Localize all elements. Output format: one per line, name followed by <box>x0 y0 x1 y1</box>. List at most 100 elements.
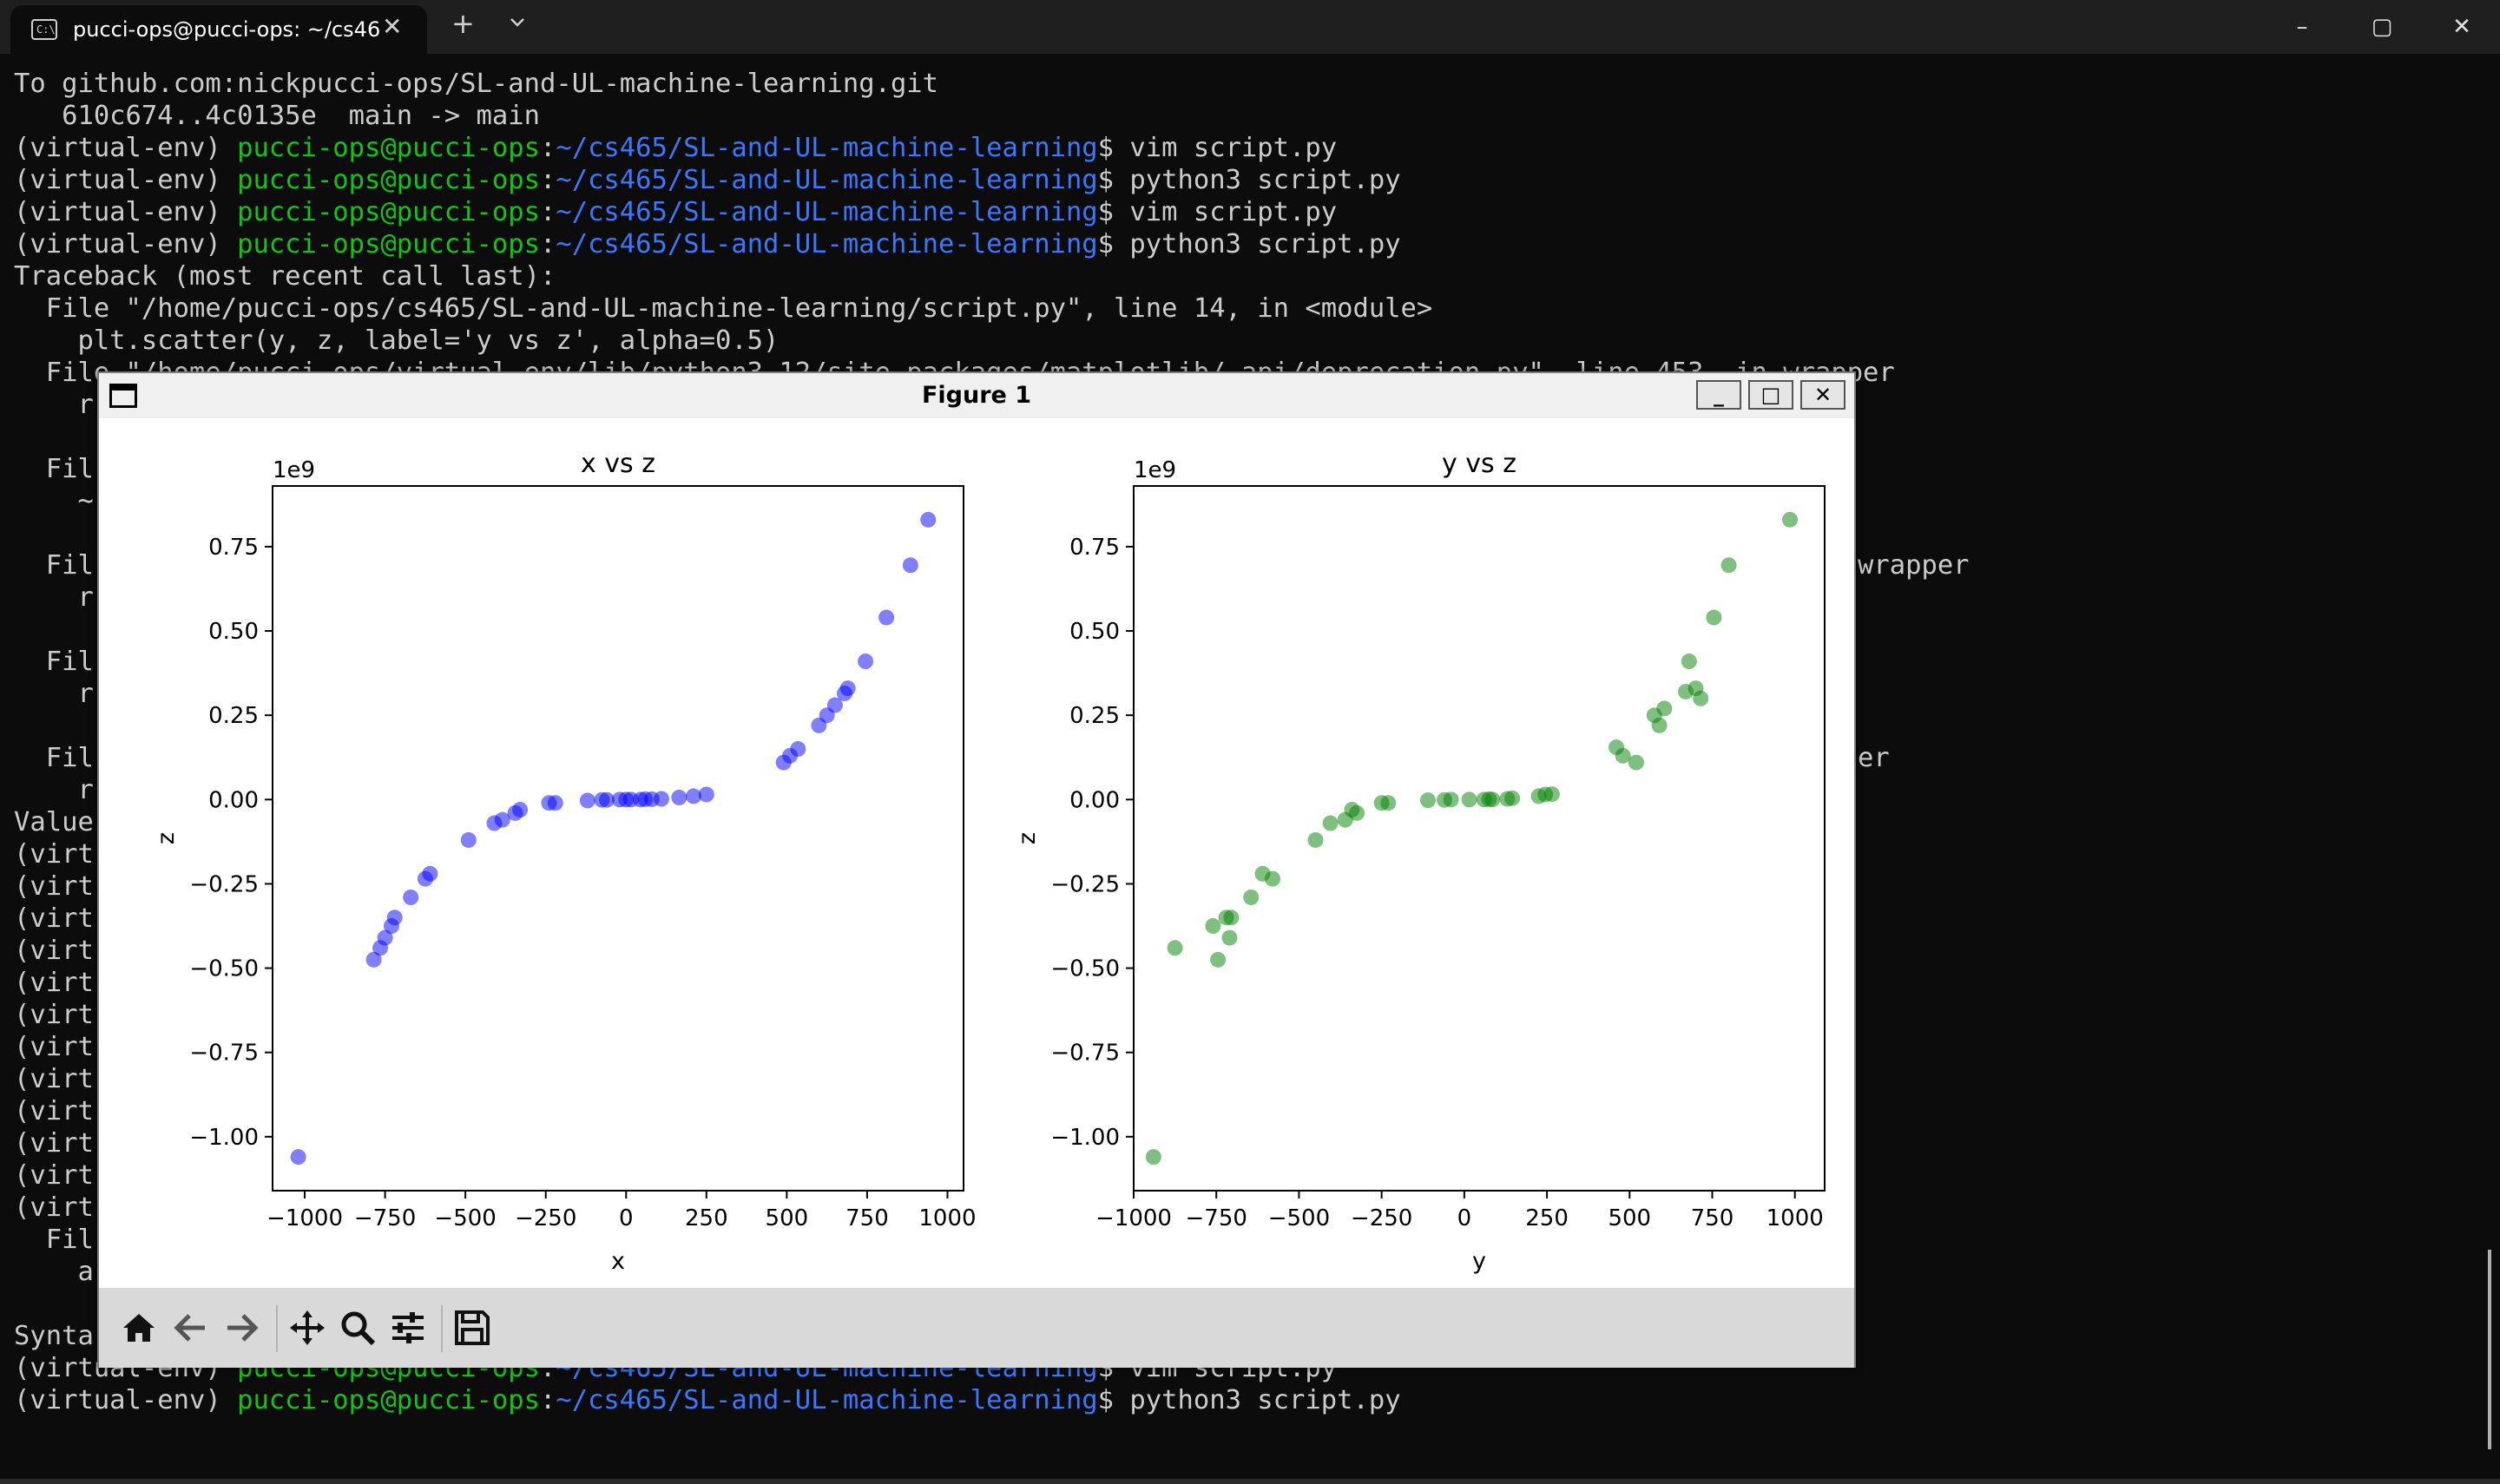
chart2-data-point <box>1243 889 1260 905</box>
chart1-data-point <box>902 557 918 574</box>
terminal-line: (virt <box>14 1192 94 1224</box>
home-icon[interactable] <box>120 1309 158 1347</box>
chart2-x-tick-label: 250 <box>1525 1205 1569 1231</box>
terminal-line: (virt <box>14 967 94 999</box>
chart1-y-tick-label: −0.75 <box>189 1041 259 1067</box>
terminal-text-tail: wrapper <box>1858 550 1970 581</box>
terminal-text: (virt <box>14 1192 94 1223</box>
tab-close-icon[interactable]: ✕ <box>382 12 403 41</box>
chart2-data-point <box>1210 951 1227 968</box>
terminal-scrollbar[interactable] <box>2488 1250 2491 1449</box>
terminal-text: To github.com:nickpucci-ops/SL-and-UL-ma… <box>14 69 939 99</box>
terminal-line: (virt <box>14 1159 94 1192</box>
chart2-x-tick-label: 750 <box>1691 1205 1734 1231</box>
terminal-text: (virt <box>14 1032 94 1062</box>
chart2-x-tick-label: 500 <box>1608 1205 1651 1231</box>
chart1-y-tick-label: −1.00 <box>189 1125 259 1151</box>
chart1-x-tick-label: 250 <box>685 1205 728 1231</box>
chart2-data-point <box>1264 870 1280 887</box>
terminal-line: (virt <box>14 838 94 870</box>
prompt-colon: : <box>539 165 556 195</box>
terminal-text: r <box>14 390 94 420</box>
chart2-y-axis-label: z <box>1014 832 1041 844</box>
prompt-env: (virtual-env) <box>14 197 238 227</box>
close-window-button[interactable]: ✕ <box>2452 14 2471 40</box>
terminal-text: Fil <box>14 454 94 484</box>
terminal-text: Fil <box>14 1225 94 1255</box>
chart1-data-point <box>826 697 843 713</box>
new-tab-button[interactable]: + <box>451 7 475 40</box>
chart2-y-tick-label: 0.50 <box>1069 619 1120 645</box>
terminal-line: File "/home/pucci-ops/cs465/SL-and-UL-ma… <box>14 292 1433 325</box>
chart1-y-tick-label: −0.25 <box>189 871 259 897</box>
prompt-colon: : <box>539 229 556 259</box>
terminal-text: (virt <box>14 1096 94 1126</box>
terminal-line: (virt <box>14 1063 94 1095</box>
configure-subplots-icon[interactable] <box>389 1309 427 1347</box>
chart1-x-axis-label: x <box>611 1248 625 1275</box>
chart1-x-tick-label: −1000 <box>266 1205 343 1231</box>
terminal-line: plt.scatter(y, z, label='y vs z', alpha=… <box>14 325 779 357</box>
chart2-title: y vs z <box>1442 449 1516 479</box>
prompt-env: (virtual-env) <box>14 229 238 259</box>
save-icon[interactable] <box>453 1309 491 1347</box>
scatter-plots[interactable]: −1000 −750 −500 −250 0 250 500 750 1000 0.75 0.50 0… <box>109 418 1845 1321</box>
chart1-data-point <box>579 792 595 809</box>
figure-canvas[interactable]: −1000 −750 −500 −250 0 250 500 750 1000 0.75 0.50 0… <box>109 418 1845 1321</box>
chart1-data-point <box>494 811 510 828</box>
terminal-line: (virtual-env) pucci-ops@pucci-ops:~/cs46… <box>14 1384 1401 1416</box>
chart2-data-point <box>1615 747 1631 764</box>
terminal-text: r <box>14 582 94 613</box>
terminal-text: (virt <box>14 1064 94 1094</box>
maximize-window-button[interactable]: ▢ <box>2371 14 2393 40</box>
chart2-data-point <box>1651 717 1668 733</box>
figure-minimize-button[interactable]: _ <box>1696 380 1741 410</box>
back-icon[interactable] <box>172 1309 210 1347</box>
terminal-line: (virtual-env) pucci-ops@pucci-ops:~/cs46… <box>14 228 1401 260</box>
chart1-data-point <box>422 865 438 882</box>
chart1-data-point <box>599 791 615 808</box>
pan-icon[interactable] <box>288 1309 326 1347</box>
prompt-user: pucci-ops@pucci-ops <box>237 1385 540 1415</box>
chart2-y-tick-label: −0.25 <box>1050 871 1120 897</box>
chart2-x-tick-label: −1000 <box>1095 1205 1172 1231</box>
terminal-line: (virtual-env) pucci-ops@pucci-ops:~/cs46… <box>14 132 1337 164</box>
terminal-line: To github.com:nickpucci-ops/SL-and-UL-ma… <box>14 68 938 100</box>
figure-close-button[interactable]: ✕ <box>1800 380 1845 410</box>
terminal-text: plt.scatter(y, z, label='y vs z', alpha=… <box>14 325 780 356</box>
chart1-data-point <box>403 889 419 905</box>
forward-icon[interactable] <box>222 1309 260 1347</box>
chart2-data-point <box>1681 653 1697 670</box>
prompt-env: (virtual-env) <box>14 165 238 195</box>
prompt-colon: : <box>539 133 556 163</box>
chart1-data-point <box>686 788 702 804</box>
chart2-y-tick-label: −1.00 <box>1050 1125 1120 1151</box>
chart1-offset-label: 1e9 <box>273 457 315 483</box>
prompt-cmd: $ python3 script.py <box>1097 165 1401 195</box>
chart2-y-tick-label: −0.50 <box>1050 956 1120 982</box>
chart1-y-tick-label: 0.00 <box>208 787 259 813</box>
chart2-data-point <box>1349 804 1365 821</box>
chart2-data-point <box>1223 909 1240 926</box>
zoom-icon[interactable] <box>339 1309 377 1347</box>
terminal-text: a <box>14 1257 94 1287</box>
terminal-line: (virt <box>14 1127 94 1159</box>
chart1-data-point <box>460 831 477 848</box>
terminal-line: (virt <box>14 935 94 967</box>
prompt-env: (virtual-env) <box>14 133 238 163</box>
terminal-text: (virt <box>14 871 94 902</box>
tab-dropdown-icon[interactable] <box>507 12 528 33</box>
prompt-path: ~/cs465/SL-and-UL-machine-learning <box>556 133 1098 163</box>
terminal-line: a <box>14 1256 94 1288</box>
chart1-data-point <box>653 791 669 807</box>
chart2-data-point <box>1693 690 1709 706</box>
minimize-window-button[interactable]: – <box>2296 14 2308 40</box>
terminal-text: (virt <box>14 1160 94 1191</box>
chart1-y-tick-label: 0.25 <box>208 703 259 729</box>
terminal-tab[interactable]: C:\ pucci-ops@pucci-ops: ~/cs46 ✕ <box>10 5 427 54</box>
chart1-data-point <box>671 789 688 805</box>
figure-maximize-button[interactable]: □ <box>1748 380 1793 410</box>
chart2-data-point <box>1543 786 1560 803</box>
chart1-x-tick-label: −500 <box>434 1205 496 1231</box>
terminal-tab-bar: C:\ pucci-ops@pucci-ops: ~/cs46 ✕ + – ▢ … <box>0 0 2500 54</box>
